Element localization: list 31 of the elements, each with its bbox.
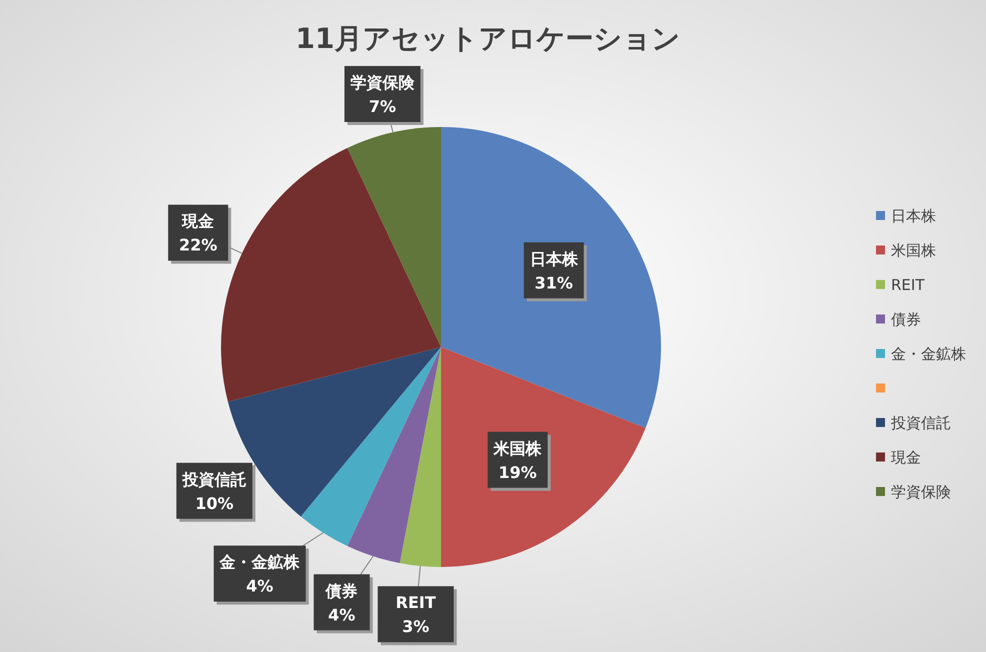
slice-label: 投資信託 bbox=[181, 470, 246, 489]
slice-label: 金・金鉱株 bbox=[218, 552, 301, 572]
pie-slice bbox=[347, 347, 441, 564]
legend-label: 米国株 bbox=[891, 242, 936, 260]
data-label: 4% bbox=[246, 576, 274, 596]
legend-label: 学資保険 bbox=[891, 483, 951, 501]
legend-label: 債券 bbox=[891, 310, 921, 328]
data-label: 3% bbox=[402, 617, 430, 636]
legend-label: 投資信託 bbox=[890, 414, 951, 432]
pie-slice bbox=[347, 127, 441, 347]
slice-label: 学資保険 bbox=[350, 73, 416, 92]
slice-label: 現金 bbox=[181, 212, 214, 231]
pie-slice bbox=[400, 347, 441, 567]
legend-label: 現金 bbox=[891, 448, 921, 466]
legend-label: 日本株 bbox=[891, 207, 936, 225]
data-label: 22% bbox=[178, 236, 218, 255]
chart-title: 11月アセットアロケーション bbox=[296, 22, 680, 55]
data-label: 10% bbox=[195, 494, 234, 513]
slice-label: 日本株 bbox=[530, 249, 579, 268]
data-label: 7% bbox=[368, 97, 396, 116]
data-label: 19% bbox=[498, 462, 537, 482]
slice-label: REIT bbox=[396, 593, 436, 612]
legend-label: REIT bbox=[891, 276, 926, 294]
data-label: 4% bbox=[328, 605, 356, 624]
slice-label: 債券 bbox=[324, 581, 358, 600]
pie-slice bbox=[221, 148, 441, 402]
legend-label: 金・金鉱株 bbox=[891, 345, 966, 363]
pie-slice bbox=[300, 347, 441, 546]
slice-label: 米国株 bbox=[492, 438, 543, 458]
data-label: 31% bbox=[534, 273, 573, 292]
pie-slice bbox=[441, 127, 661, 428]
